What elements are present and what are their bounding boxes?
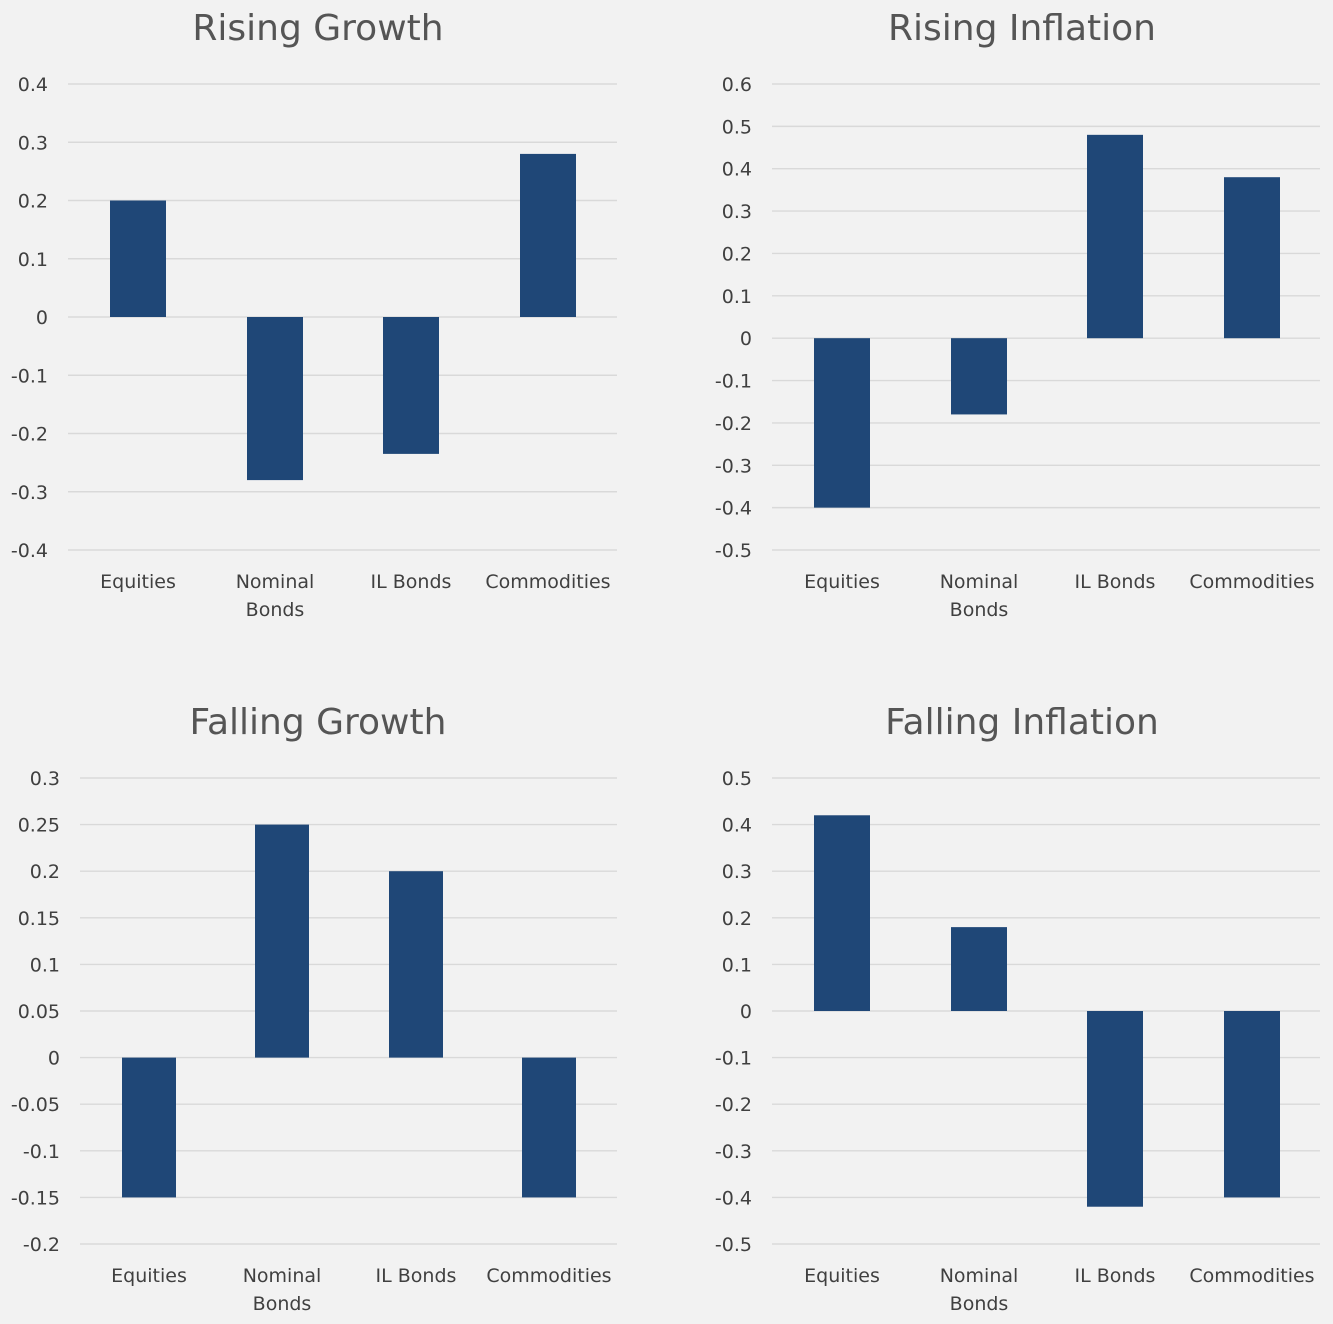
y-tick-label: 0: [36, 307, 48, 329]
y-tick-label: -0.1: [23, 1141, 60, 1163]
y-tick-label: -0.2: [715, 413, 752, 435]
y-tick-label: -0.1: [11, 365, 48, 387]
y-tick-label: 0: [740, 328, 752, 350]
bar: [814, 815, 870, 1011]
chart-title: Falling Growth: [190, 702, 447, 743]
x-category-label: IL Bonds: [376, 1265, 457, 1287]
x-category-label: Commodities: [1189, 1265, 1314, 1287]
y-tick-label: 0.1: [722, 286, 752, 308]
y-tick-label: 0.5: [722, 116, 752, 138]
x-category-label: Equities: [804, 571, 880, 593]
y-tick-label: 0.1: [722, 954, 752, 976]
bar: [255, 824, 309, 1058]
y-tick-label: 0: [740, 1001, 752, 1023]
y-tick-label: 0.05: [18, 1001, 60, 1023]
bar: [383, 317, 439, 454]
y-tick-label: 0.3: [30, 768, 60, 790]
chart-falling-growth: Falling Growth 0.3 0.25 0.2 0.15 0.1 0.05 0 -0.…: [11, 702, 617, 1315]
y-tick-label: -0.5: [715, 540, 752, 562]
chart-falling-inflation: Falling Inflation 0.5 0.4 0.3 0.2 0.1 0 -0.1 -0…: [715, 702, 1320, 1315]
x-category-label: Nominal Bonds: [236, 571, 315, 621]
bar: [1224, 177, 1280, 339]
y-tick-label: -0.4: [11, 540, 48, 562]
y-tick-label: 0.6: [722, 74, 752, 96]
y-tick-label: 0.25: [18, 815, 60, 837]
y-tick-label: -0.2: [11, 424, 48, 446]
bar: [1087, 134, 1143, 339]
chart-title: Rising Inflation: [888, 8, 1156, 49]
y-tick-label: -0.1: [715, 371, 752, 393]
bar: [520, 153, 576, 317]
x-category-label: Commodities: [485, 571, 610, 593]
y-tick-label: 0.3: [18, 132, 48, 154]
bar: [122, 1057, 176, 1198]
y-tick-label: -0.4: [715, 498, 752, 520]
y-tick-label: -0.2: [23, 1234, 60, 1256]
y-tick-label: -0.3: [715, 455, 752, 477]
chart-title: Falling Inflation: [885, 702, 1159, 743]
y-tick-label: 0.4: [722, 815, 752, 837]
bar: [247, 317, 303, 481]
x-category-label: Equities: [111, 1265, 187, 1287]
x-category-label: Nominal Bonds: [243, 1265, 322, 1315]
y-tick-label: 0.3: [722, 201, 752, 223]
bar: [522, 1057, 576, 1198]
y-tick-label: -0.15: [11, 1187, 60, 1209]
y-tick-label: -0.2: [715, 1094, 752, 1116]
y-tick-label: 0.2: [722, 243, 752, 265]
y-tick-label: -0.1: [715, 1048, 752, 1070]
x-category-label: Commodities: [486, 1265, 611, 1287]
chart-title: Rising Growth: [192, 8, 443, 49]
x-category-label: Nominal Bonds: [940, 571, 1019, 621]
x-category-label: Equities: [100, 571, 176, 593]
y-tick-label: -0.5: [715, 1234, 752, 1256]
y-tick-label: 0.3: [722, 861, 752, 883]
y-tick-label: 0.2: [30, 861, 60, 883]
x-category-label: IL Bonds: [371, 571, 452, 593]
chart-rising-inflation: Rising Inflation 0.6 0.5 0.4 0.3 0.2 0.1 0 -0.1…: [715, 8, 1320, 621]
bar: [1224, 1011, 1280, 1198]
y-tick-label: 0.5: [722, 768, 752, 790]
x-category-label: IL Bonds: [1075, 571, 1156, 593]
x-category-label: Nominal Bonds: [940, 1265, 1019, 1315]
y-tick-label: 0: [48, 1048, 60, 1070]
x-category-label: IL Bonds: [1075, 1265, 1156, 1287]
bar: [110, 200, 166, 317]
y-tick-label: 0.1: [18, 249, 48, 271]
bar: [951, 338, 1007, 415]
x-category-label: Commodities: [1189, 571, 1314, 593]
chart-rising-growth: Rising Growth 0.4 0.3 0.2 0.1 0 -0.1 -0.2 -0.3 -…: [11, 8, 617, 621]
bar: [389, 871, 443, 1058]
y-tick-label: 0.2: [722, 908, 752, 930]
x-category-label: Equities: [804, 1265, 880, 1287]
y-tick-label: 0.1: [30, 954, 60, 976]
y-tick-label: -0.3: [11, 482, 48, 504]
y-tick-label: 0.15: [18, 908, 60, 930]
y-tick-label: 0.2: [18, 191, 48, 213]
y-tick-label: 0.4: [722, 159, 752, 181]
y-tick-label: 0.4: [18, 74, 48, 96]
y-tick-label: -0.05: [11, 1094, 60, 1116]
y-tick-label: -0.3: [715, 1141, 752, 1163]
bar: [814, 338, 870, 508]
bar: [1087, 1011, 1143, 1207]
y-tick-label: -0.4: [715, 1187, 752, 1209]
bar: [951, 927, 1007, 1011]
